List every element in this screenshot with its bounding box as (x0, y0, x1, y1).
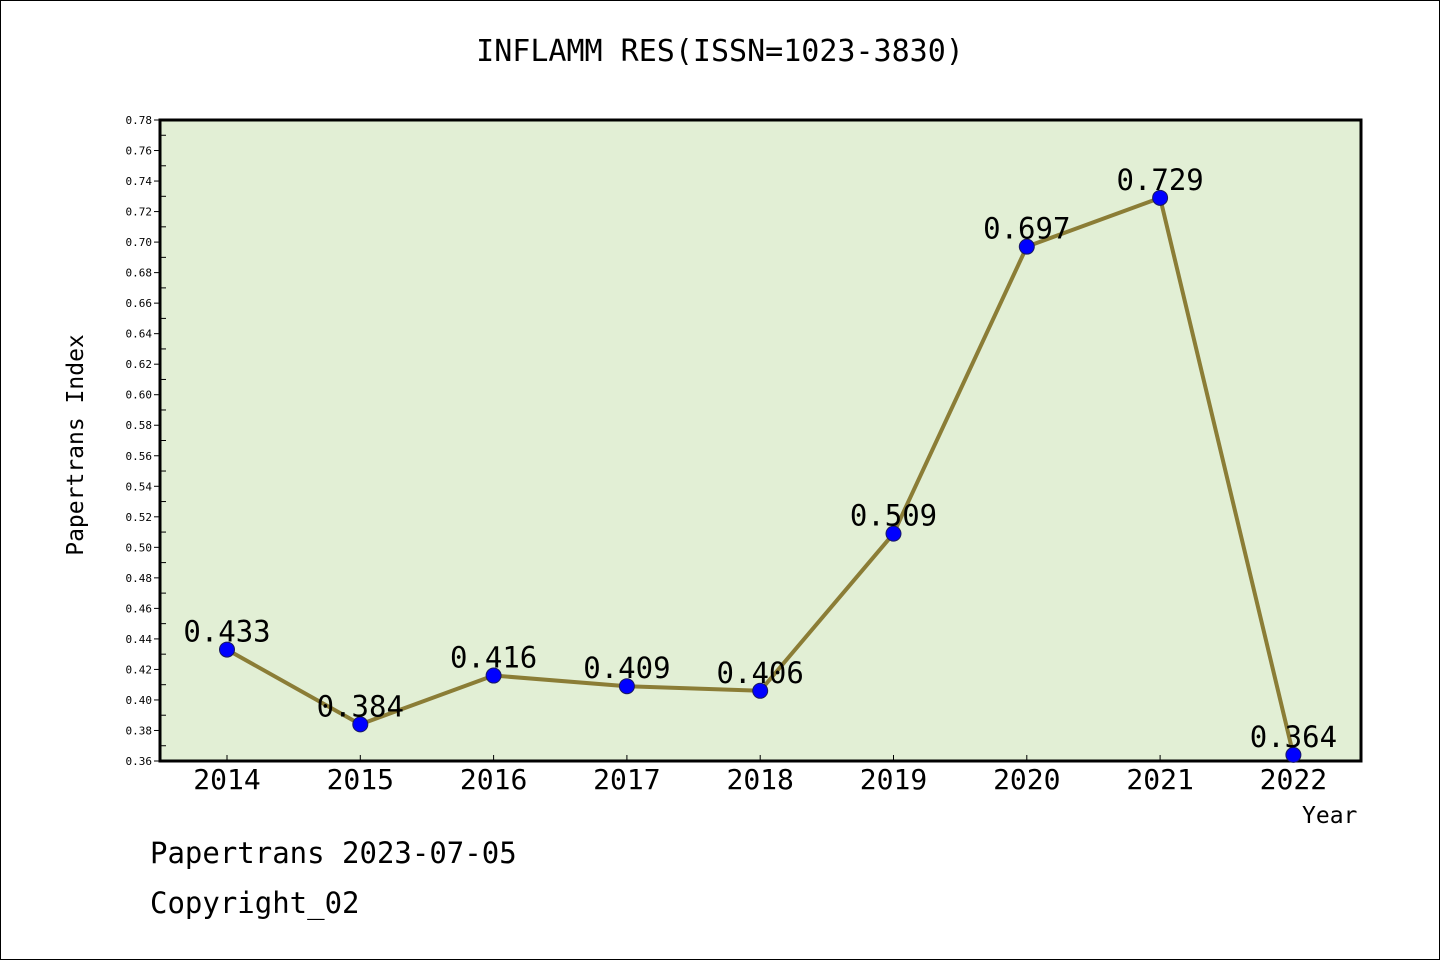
data-point (885, 525, 902, 542)
x-tick-label: 2020 (993, 763, 1060, 796)
data-label: 0.509 (850, 499, 937, 533)
y-tick-label: 0.72 (126, 206, 153, 219)
y-tick-label: 0.64 (126, 328, 153, 341)
y-tick-label: 0.40 (126, 694, 153, 707)
data-point (1285, 746, 1302, 763)
x-axis-label: Year (1302, 803, 1358, 829)
data-label: 0.364 (1250, 720, 1337, 754)
data-point (1018, 238, 1035, 255)
x-tick-label: 2019 (860, 763, 927, 796)
data-label: 0.433 (183, 615, 270, 649)
plot-area (160, 120, 1361, 761)
data-point (352, 716, 369, 733)
x-tick-label: 2017 (593, 763, 660, 796)
y-tick-label: 0.46 (126, 602, 153, 615)
y-tick-label: 0.48 (126, 572, 153, 585)
data-point (1152, 189, 1169, 206)
data-label: 0.384 (317, 689, 404, 723)
y-tick-label: 0.66 (126, 297, 153, 310)
y-tick-label: 0.42 (126, 663, 153, 676)
footer-copyright: Copyright_02 (150, 886, 360, 920)
plot-border (158, 118, 1363, 763)
y-tick-label: 0.62 (126, 358, 153, 371)
y-tick-label: 0.70 (126, 236, 153, 249)
x-tick-label: 2021 (1126, 763, 1193, 796)
y-tick-label: 0.54 (126, 480, 153, 493)
y-tick-label: 0.44 (126, 633, 153, 646)
data-label: 0.406 (717, 656, 804, 690)
x-tick-label: 2014 (193, 763, 260, 796)
x-tick-label: 2022 (1260, 763, 1327, 796)
y-tick-label: 0.38 (126, 724, 153, 737)
y-tick-label: 0.56 (126, 450, 153, 463)
data-label: 0.697 (983, 212, 1070, 246)
x-tick-label: 2016 (460, 763, 527, 796)
data-point (618, 678, 635, 695)
y-tick-label: 0.74 (126, 175, 153, 188)
y-tick-label: 0.52 (126, 511, 153, 524)
data-label: 0.729 (1116, 163, 1203, 197)
data-label: 0.416 (450, 641, 537, 675)
y-tick-label: 0.68 (126, 267, 153, 280)
data-point (485, 667, 502, 684)
data-label: 0.409 (583, 651, 670, 685)
y-tick-label: 0.76 (126, 145, 153, 158)
footer-date: Papertrans 2023-07-05 (150, 836, 517, 870)
data-point (219, 641, 235, 658)
data-point (752, 682, 769, 699)
x-tick-label: 2018 (726, 763, 793, 796)
y-tick-label: 0.78 (126, 114, 153, 127)
y-tick-label: 0.58 (126, 419, 153, 432)
y-tick-label: 0.50 (126, 541, 153, 554)
y-tick-label: 0.60 (126, 389, 153, 402)
x-tick-label: 2015 (327, 763, 394, 796)
y-tick-label: 0.36 (126, 755, 153, 768)
chart-title: INFLAMM RES(ISSN=1023-3830) (476, 34, 964, 69)
